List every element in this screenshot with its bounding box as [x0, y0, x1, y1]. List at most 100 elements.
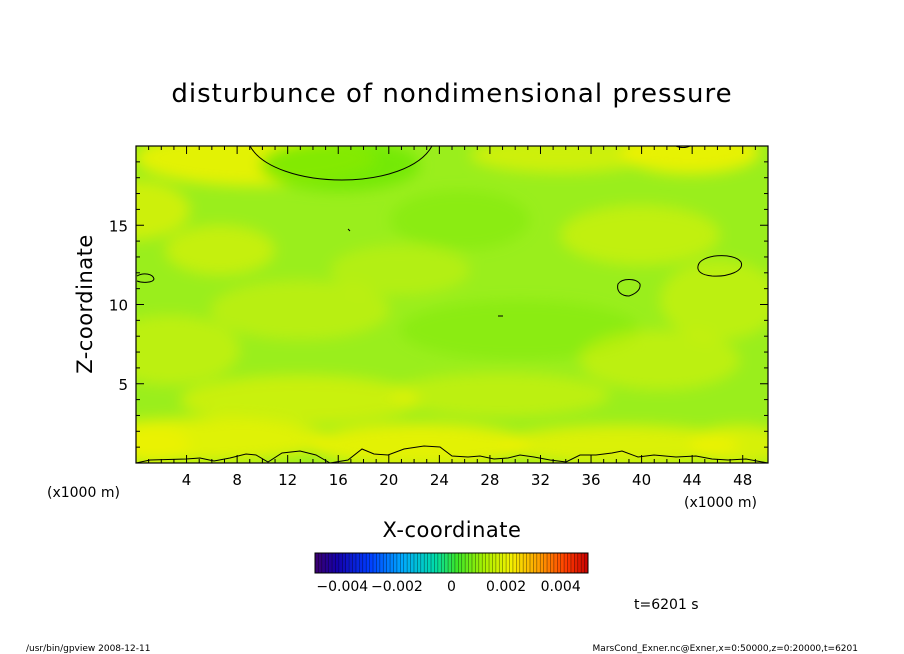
y-tick-label: 5	[118, 376, 128, 394]
colorbar-cell	[489, 553, 493, 573]
y-tick-label: 15	[109, 217, 128, 235]
field-patch	[580, 330, 740, 390]
colorbar-cell	[495, 553, 500, 573]
colorbar-cell	[475, 553, 480, 573]
colorbar-cell	[410, 553, 415, 573]
field-patch	[660, 260, 768, 340]
colorbar-cell	[427, 553, 432, 573]
contour-line	[136, 273, 155, 283]
x-axis-ticks: 4 8 12 16 20 24 28 32 36 40 44 48	[148, 146, 756, 489]
field-patch	[470, 146, 650, 173]
colorbar-cell	[318, 553, 323, 573]
colorbar-cell	[550, 553, 555, 573]
colorbar-cell	[547, 553, 551, 573]
colorbar-cell	[342, 553, 347, 573]
colorbar-frame	[314, 552, 589, 574]
colorbar-cell	[492, 553, 497, 573]
colorbar-cell	[523, 553, 527, 573]
x-tick-label: 32	[531, 471, 550, 489]
field-patch	[136, 315, 240, 385]
colorbar-tick-label: 0.004	[541, 579, 581, 595]
field-patch	[690, 425, 768, 463]
colorbar-cell	[577, 553, 582, 573]
colorbar-cell	[335, 553, 340, 573]
colorbar-cell	[325, 553, 329, 573]
colorbar-cell	[574, 553, 579, 573]
x-tick-label: 40	[632, 471, 651, 489]
y-axis-ticks: 5 10 15	[109, 161, 768, 448]
field-patch	[136, 425, 190, 463]
colorbar-cell	[540, 553, 544, 573]
footer-right: MarsCond_Exner.nc@Exner,x=0:50000,z=0:20…	[593, 644, 858, 654]
colorbar-cell	[396, 553, 401, 573]
x-tick-label: 48	[733, 471, 752, 489]
contour-line	[249, 146, 433, 181]
colorbar-cell	[581, 553, 585, 573]
colorbar-cell	[355, 553, 360, 573]
colorbar-cell	[420, 553, 425, 573]
colorbar-cell	[465, 553, 469, 573]
field-patch	[500, 425, 740, 463]
colorbar-cell	[509, 553, 514, 573]
x-tick-label: 44	[683, 471, 702, 489]
field-patch	[390, 190, 530, 250]
colorbar-cell	[536, 553, 541, 573]
colorbar-cell	[461, 553, 466, 573]
colorbar-cell	[386, 553, 391, 573]
colorbar-cell	[434, 553, 439, 573]
x-axis-unit: (x1000 m)	[684, 495, 757, 511]
x-tick-label: 20	[379, 471, 398, 489]
colorbar-cell	[560, 553, 565, 573]
colorbar-cell	[362, 553, 367, 573]
field-patch	[310, 423, 530, 463]
colorbar-cell	[543, 553, 548, 573]
colorbar-cell	[564, 553, 568, 573]
field-patch	[165, 225, 275, 275]
colorbar-cell	[437, 553, 442, 573]
x-tick-label: 8	[232, 471, 242, 489]
colorbar-cell	[570, 553, 575, 573]
contour-line	[617, 279, 641, 297]
colorbar-cell	[485, 553, 490, 573]
x-tick-label: 36	[581, 471, 600, 489]
colorbar-cell	[458, 553, 463, 573]
x-tick-label: 12	[278, 471, 297, 489]
field-patch	[136, 180, 190, 240]
colorbar-tick-labels: −0.004 −0.002 0 0.002 0.004	[316, 579, 580, 595]
colorbar-cell	[444, 553, 449, 573]
colorbar-cell	[393, 553, 398, 573]
colorbar-cell	[424, 553, 428, 573]
colorbar-cell	[454, 553, 459, 573]
colorbar-cell	[512, 553, 517, 573]
colorbar-cell	[338, 553, 343, 573]
colorbar-cell	[468, 553, 473, 573]
colorbar-cell	[526, 553, 531, 573]
x-axis-label: X-coordinate	[383, 518, 522, 542]
colorbar-cell	[502, 553, 507, 573]
colorbar-cell	[448, 553, 452, 573]
heatmap-field	[136, 146, 768, 463]
x-tick-label: 24	[430, 471, 449, 489]
field-patch	[400, 300, 640, 360]
x-tick-label: 16	[329, 471, 348, 489]
colorbar-tick-label: 0.002	[486, 579, 526, 595]
colorbar	[314, 552, 589, 574]
field-patch	[210, 280, 390, 340]
x-tick-label: 4	[182, 471, 192, 489]
colorbar-cell	[390, 553, 394, 573]
field-patch	[390, 373, 610, 417]
colorbar-cell	[451, 553, 456, 573]
contour-line	[136, 445, 768, 463]
field-patch	[560, 205, 720, 265]
y-tick-label: 10	[109, 297, 128, 315]
colorbar-cell	[482, 553, 486, 573]
colorbar-cell	[366, 553, 370, 573]
colorbar-cell	[431, 553, 435, 573]
contour-line	[347, 228, 351, 232]
colorbar-cell	[567, 553, 572, 573]
colorbar-cell	[315, 553, 319, 573]
colorbar-cell	[533, 553, 538, 573]
colorbar-cell	[584, 553, 589, 573]
field-patches	[136, 146, 768, 463]
